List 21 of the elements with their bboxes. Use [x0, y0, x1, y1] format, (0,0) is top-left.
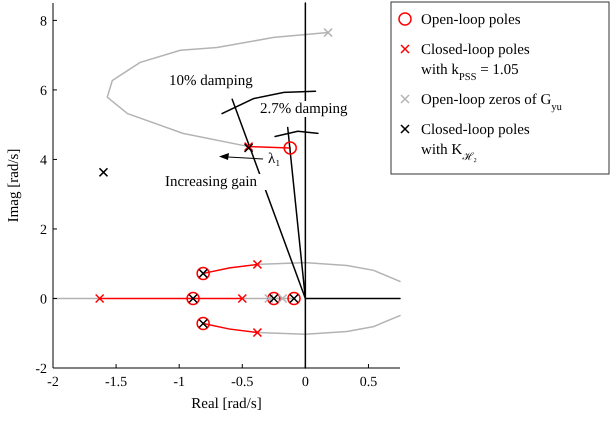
legend-label: Closed-loop poles with k$_{PSS}$ = 1.05	[421, 42, 530, 82]
legend-label: Open-loop poles	[421, 12, 521, 28]
x-tick-label: -1	[173, 375, 186, 390]
y-tick-label: 0	[40, 292, 47, 308]
annotation: Increasing gain	[165, 174, 258, 190]
x-tick-label: -1.5	[105, 375, 128, 390]
legend-label: Closed-loop poles with K$_{ℋ₂}$	[421, 122, 530, 162]
legend-label: Open-loop zeros of G$_{yu}$	[421, 92, 563, 112]
annotation: 2.7% damping	[260, 101, 348, 117]
x-tick-label: -0.5	[231, 375, 254, 390]
y-tick-label: -2	[35, 362, 47, 377]
annotation: λ₁	[268, 151, 281, 167]
x-tick-label: 0	[302, 375, 309, 390]
annotation: 10% damping	[169, 73, 254, 89]
y-axis-title: Imag [rad/s]	[6, 148, 22, 222]
x-tick-label: 0.5	[360, 375, 378, 390]
y-tick-label: 6	[40, 84, 47, 99]
y-tick-label: 2	[40, 222, 47, 238]
y-tick-label: 4	[40, 153, 47, 168]
x-axis-title: Real [rad/s]	[191, 396, 262, 412]
y-tick-label: 8	[40, 14, 47, 30]
